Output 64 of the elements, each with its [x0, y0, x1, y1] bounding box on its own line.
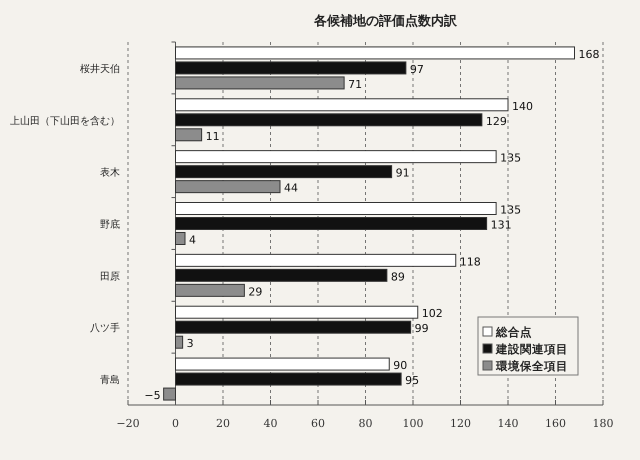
data-label: 71 [348, 78, 362, 91]
bar [175, 372, 402, 386]
data-label: 135 [500, 152, 522, 165]
bar [175, 113, 482, 126]
y-tick-label: 表木 [100, 166, 120, 179]
bar [175, 284, 245, 297]
bar [175, 76, 345, 90]
bar [175, 268, 388, 282]
data-label: 90 [393, 359, 408, 372]
data-label: −5 [144, 389, 161, 402]
bar [175, 202, 497, 215]
bar [175, 336, 184, 349]
data-label: 131 [490, 218, 512, 232]
data-label: 3 [186, 337, 194, 350]
data-label: 135 [500, 204, 522, 216]
data-label: 102 [422, 307, 443, 320]
legend-label: 建設関連項目 [495, 342, 568, 356]
bar [175, 46, 575, 60]
bar [175, 232, 186, 245]
bar [175, 165, 392, 178]
bar [175, 150, 497, 164]
data-label: 168 [578, 48, 600, 61]
legend-label: 総合点 [495, 325, 532, 339]
bar [163, 388, 176, 401]
x-tick-label: 20 [216, 417, 230, 430]
y-tick-label: 八ツ手 [90, 322, 120, 334]
x-tick-label: 80 [358, 417, 372, 430]
data-label: 91 [396, 166, 410, 180]
chart-title: 各候補地の評価点数内訳 [313, 13, 458, 29]
bar [175, 61, 406, 74]
bar [175, 358, 390, 371]
x-tick-label: 60 [311, 417, 325, 430]
data-label: 97 [410, 62, 424, 76]
x-tick-label: −20 [116, 417, 140, 430]
y-tick-label: 野底 [100, 218, 120, 230]
data-label: 44 [284, 182, 298, 195]
y-tick-label: 上山田（下山田を含む） [10, 114, 120, 127]
bar [175, 254, 456, 267]
data-label: 99 [414, 322, 429, 336]
legend-label: 環境保全項目 [495, 359, 568, 373]
x-tick-label: 40 [264, 417, 278, 430]
bar [175, 98, 508, 112]
x-tick-label: 140 [498, 417, 518, 430]
data-label: 118 [460, 255, 481, 268]
data-label: 29 [248, 285, 262, 298]
x-tick-label: 100 [402, 417, 424, 430]
data-label: 11 [206, 130, 220, 143]
bar [175, 306, 418, 319]
bar [175, 128, 202, 142]
bar [175, 320, 412, 334]
x-tick-label: 180 [592, 417, 614, 430]
x-tick-label: 120 [450, 417, 471, 430]
data-label: 95 [405, 374, 420, 388]
bar [175, 217, 488, 230]
data-label: 129 [486, 114, 507, 128]
x-tick-label: 0 [172, 417, 179, 430]
y-tick-label: 青島 [100, 374, 120, 386]
data-label: 140 [512, 100, 533, 113]
x-tick-label: 160 [545, 417, 566, 430]
y-tick-label: 田原 [100, 271, 120, 282]
bar [175, 180, 280, 194]
y-tick-label: 桜井天伯 [80, 62, 120, 75]
data-label: 89 [390, 270, 405, 284]
data-label: 4 [189, 234, 196, 246]
